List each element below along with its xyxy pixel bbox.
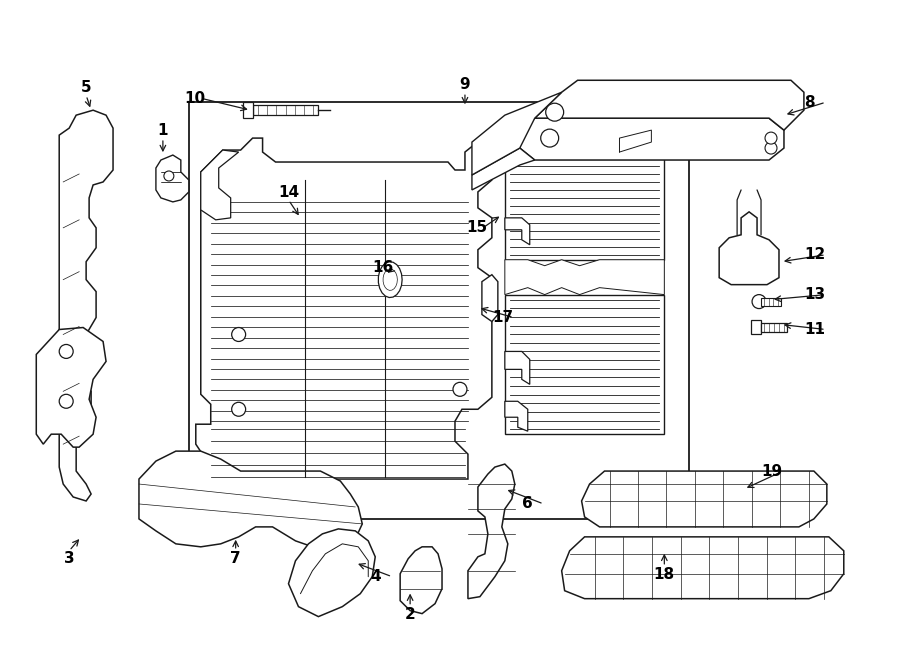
Circle shape	[545, 103, 563, 121]
Circle shape	[453, 383, 467, 397]
Text: 17: 17	[492, 310, 513, 325]
Polygon shape	[505, 145, 664, 260]
Polygon shape	[761, 322, 787, 332]
Circle shape	[231, 328, 246, 342]
Polygon shape	[505, 352, 530, 385]
Text: 19: 19	[761, 463, 782, 479]
Polygon shape	[520, 118, 784, 160]
Circle shape	[765, 132, 777, 144]
Polygon shape	[505, 260, 664, 295]
Text: 12: 12	[804, 247, 825, 262]
Polygon shape	[482, 275, 498, 322]
Text: 13: 13	[804, 287, 825, 302]
Circle shape	[765, 142, 777, 154]
Text: 10: 10	[184, 91, 206, 106]
Text: 15: 15	[467, 220, 488, 235]
Polygon shape	[383, 269, 398, 291]
Polygon shape	[472, 92, 562, 175]
Polygon shape	[156, 155, 189, 202]
Polygon shape	[201, 150, 239, 220]
Polygon shape	[472, 148, 535, 190]
Polygon shape	[752, 320, 761, 334]
Text: 6: 6	[522, 496, 533, 512]
Text: 4: 4	[370, 569, 381, 585]
Polygon shape	[505, 401, 527, 431]
Text: 5: 5	[81, 80, 92, 95]
Polygon shape	[468, 464, 515, 598]
Circle shape	[164, 171, 174, 181]
Polygon shape	[139, 451, 363, 549]
Polygon shape	[562, 537, 844, 598]
Polygon shape	[378, 261, 402, 297]
Polygon shape	[289, 529, 375, 616]
Polygon shape	[189, 102, 689, 519]
Circle shape	[541, 129, 559, 147]
Polygon shape	[59, 110, 113, 501]
Text: 2: 2	[405, 606, 416, 622]
Text: 3: 3	[64, 551, 75, 566]
Text: 18: 18	[653, 567, 675, 582]
Polygon shape	[761, 298, 781, 306]
Circle shape	[752, 295, 766, 308]
Polygon shape	[581, 471, 827, 527]
Text: 8: 8	[804, 95, 814, 110]
Polygon shape	[36, 328, 106, 447]
Polygon shape	[719, 212, 779, 285]
Circle shape	[231, 402, 246, 416]
Polygon shape	[505, 295, 664, 434]
Polygon shape	[505, 218, 530, 245]
Circle shape	[59, 344, 73, 358]
Text: 16: 16	[373, 260, 393, 275]
Text: 7: 7	[230, 551, 241, 566]
Text: 1: 1	[158, 123, 168, 138]
Polygon shape	[535, 80, 804, 130]
Polygon shape	[196, 138, 492, 489]
Polygon shape	[253, 105, 319, 115]
Text: 9: 9	[460, 77, 471, 92]
Text: 14: 14	[278, 185, 299, 200]
Circle shape	[59, 395, 73, 408]
Polygon shape	[243, 102, 253, 118]
Polygon shape	[400, 547, 442, 614]
Text: 11: 11	[804, 322, 825, 337]
